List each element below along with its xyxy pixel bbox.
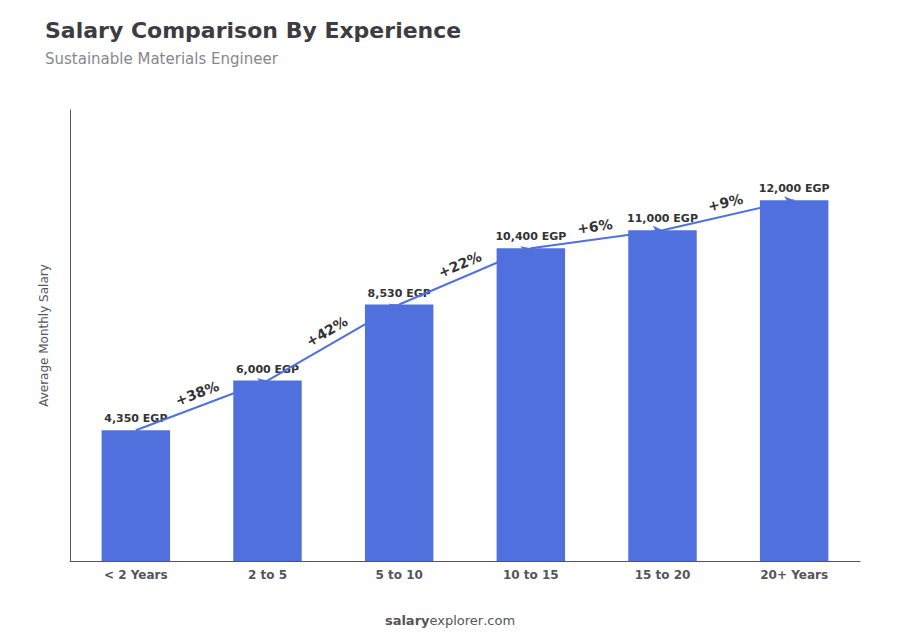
svg-text:+42%: +42%: [303, 313, 350, 349]
svg-text:6,000 EGP: 6,000 EGP: [236, 363, 299, 376]
svg-text:salary: salary: [385, 613, 430, 628]
svg-text:+38%: +38%: [173, 378, 221, 409]
svg-text:5 to 10: 5 to 10: [375, 568, 422, 582]
svg-text:20+ Years: 20+ Years: [760, 568, 828, 582]
svg-text:12,000 EGP: 12,000 EGP: [759, 182, 830, 195]
svg-text:explorer: explorer: [430, 613, 484, 628]
svg-text:< 2 Years: < 2 Years: [104, 568, 168, 582]
svg-text:15 to 20: 15 to 20: [635, 568, 691, 582]
svg-text:+6%: +6%: [576, 216, 613, 237]
svg-text:.com: .com: [483, 613, 515, 628]
svg-text:4,350 EGP: 4,350 EGP: [104, 412, 167, 425]
svg-text:2 to 5: 2 to 5: [248, 568, 287, 582]
svg-text:11,000 EGP: 11,000 EGP: [627, 212, 698, 225]
svg-text:10 to 15: 10 to 15: [503, 568, 559, 582]
svg-text:10,400 EGP: 10,400 EGP: [495, 230, 566, 243]
svg-text:8,530 EGP: 8,530 EGP: [368, 287, 431, 300]
svg-text:Sustainable Materials Engineer: Sustainable Materials Engineer: [45, 50, 279, 68]
svg-text:Average Monthly Salary: Average Monthly Salary: [37, 264, 51, 407]
svg-text:+9%: +9%: [706, 191, 744, 215]
svg-text:Salary Comparison By Experienc: Salary Comparison By Experience: [45, 18, 461, 43]
svg-text:+22%: +22%: [436, 248, 484, 280]
